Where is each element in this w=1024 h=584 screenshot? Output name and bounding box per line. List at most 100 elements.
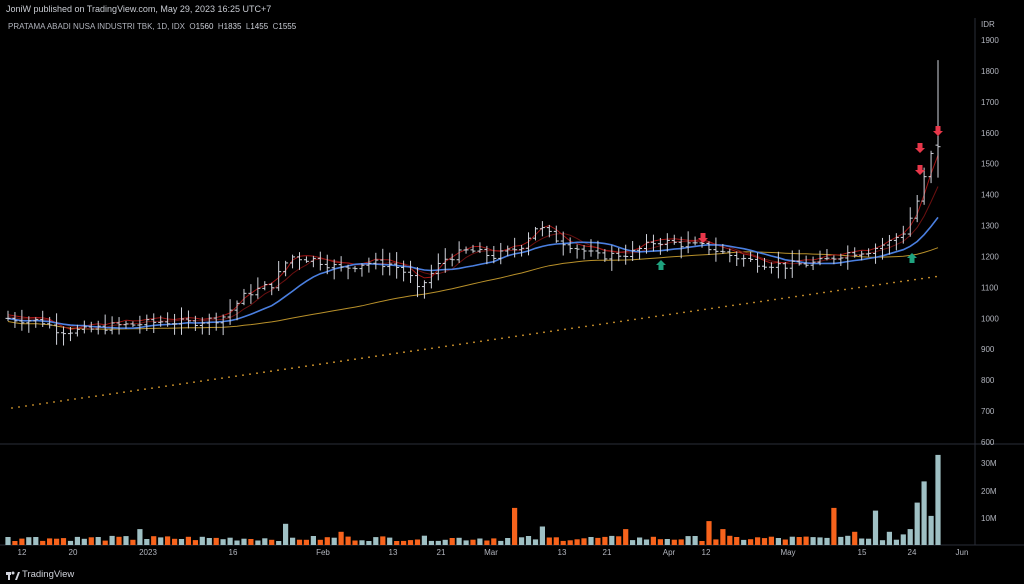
- trend-dot: [620, 320, 622, 323]
- price-tick-label: 1100: [981, 283, 999, 292]
- ohlc-bar: [741, 254, 747, 267]
- trend-dot: [291, 367, 293, 370]
- price-chart[interactable]: IDR 1900 1800 1700 1600 1500 1400 1300 1200 1100 1…: [0, 18, 1024, 566]
- trend-dot: [165, 385, 167, 387]
- volume-bar: [137, 529, 143, 545]
- ohlc-bar: [40, 310, 46, 328]
- volume-bar: [102, 540, 108, 545]
- trend-dot: [333, 361, 335, 364]
- ohlc-bar: [380, 248, 386, 276]
- ohlc-bar: [88, 321, 94, 333]
- trend-dot: [613, 321, 615, 324]
- price-tick-label: 1000: [981, 314, 999, 323]
- ohlc-bar: [26, 316, 32, 333]
- trendline-dots: [11, 275, 937, 409]
- volume-bar: [220, 539, 226, 545]
- trend-dot: [466, 342, 468, 345]
- volume-bar: [421, 535, 427, 545]
- time-axis[interactable]: 12 20 2023 16 Feb 13 21 Mar 13 21 Apr 12 May 15 24 Jun: [18, 548, 969, 557]
- ohlc-bar: [685, 231, 691, 254]
- volume-axis[interactable]: 30M 20M 10M: [981, 459, 997, 523]
- trend-dot: [137, 389, 139, 391]
- ohlc-bar: [338, 256, 344, 272]
- trend-dot: [697, 309, 699, 312]
- price-tick-label: 900: [981, 345, 995, 354]
- trend-dot: [914, 278, 916, 281]
- trend-dot: [424, 348, 426, 351]
- ma-blue-line: [7, 216, 939, 330]
- volume-bar: [199, 536, 205, 545]
- ohlc-bar: [671, 234, 677, 245]
- time-tick-label: Apr: [663, 548, 676, 557]
- time-tick-label: 13: [389, 548, 398, 557]
- trend-dot: [144, 388, 146, 390]
- trend-dot: [522, 334, 524, 337]
- volume-bar: [310, 536, 316, 545]
- trend-dot: [585, 325, 587, 328]
- ohlc-bar: [484, 245, 490, 265]
- volume-bar: [699, 541, 705, 545]
- volume-bar: [88, 537, 94, 545]
- trend-dot: [354, 358, 356, 361]
- trend-dot: [830, 290, 832, 293]
- ohlc-bar: [54, 313, 60, 345]
- trend-dot: [249, 373, 251, 375]
- price-tick-label: 700: [981, 407, 995, 416]
- trend-dot: [872, 284, 874, 287]
- volume-bar: [630, 540, 636, 545]
- volume-bar: [60, 538, 67, 545]
- ohlc-bar: [713, 237, 719, 262]
- ohlc-bar: [470, 244, 476, 253]
- ohlc-bar: [19, 309, 25, 331]
- ohlc-bar: [637, 245, 643, 260]
- symbol-legend[interactable]: PRATAMA ABADI NUSA INDUSTRI TBK, 1D, IDX…: [8, 22, 296, 31]
- trend-dot: [172, 384, 174, 386]
- symbol-name: PRATAMA ABADI NUSA INDUSTRI TBK, 1D, IDX: [8, 22, 185, 31]
- trend-dot: [669, 313, 671, 316]
- ohlc-bar: [845, 245, 851, 270]
- ohlc-bar: [755, 252, 761, 273]
- footer-brand[interactable]: TradingView: [22, 569, 75, 580]
- trend-dot: [109, 393, 111, 395]
- volume-bar: [387, 537, 393, 545]
- trend-dot: [18, 406, 20, 408]
- volume-bar: [40, 540, 46, 545]
- price-axis[interactable]: IDR 1900 1800 1700 1600 1500 1400 1300 1200 1100 1…: [981, 20, 999, 447]
- volume-bar: [449, 538, 455, 545]
- volume-bar: [852, 531, 858, 546]
- volume-bar: [463, 540, 469, 545]
- time-tick-label: 21: [603, 548, 612, 557]
- ohlc-bar: [616, 247, 622, 262]
- trend-dot: [39, 403, 41, 405]
- trend-dot: [655, 315, 657, 318]
- volume-bar: [394, 541, 400, 545]
- trend-dot: [564, 328, 566, 331]
- ohlc-bar: [782, 262, 788, 279]
- price-tick-label: 1200: [981, 252, 999, 261]
- volume-bar: [428, 540, 434, 545]
- ohlc-bar: [553, 225, 559, 243]
- ohlc-bar: [262, 281, 268, 291]
- volume-bar: [19, 538, 25, 545]
- ohlc-bar: [928, 150, 934, 184]
- volume-bar: [720, 529, 726, 545]
- trend-dot: [459, 343, 461, 346]
- trend-dot: [340, 360, 342, 363]
- trend-dot: [200, 380, 202, 382]
- trend-dot: [123, 391, 125, 393]
- volume-bar: [907, 529, 913, 545]
- volume-bar: [879, 540, 886, 545]
- trend-dot: [879, 283, 881, 286]
- chart-frame[interactable]: IDR 1900 1800 1700 1600 1500 1400 1300 1200 1100 1…: [0, 18, 1024, 566]
- ohlc-bar: [12, 312, 18, 328]
- trend-dot: [746, 302, 748, 305]
- ohlc-bar: [456, 241, 462, 263]
- volume-bar: [595, 537, 601, 545]
- trend-dot: [732, 304, 734, 307]
- ohlc-bar: [290, 254, 296, 269]
- ohlc-bar: [276, 260, 282, 291]
- trend-dot: [382, 354, 384, 357]
- trend-dot: [515, 335, 517, 338]
- ohlc-bar: [144, 314, 150, 331]
- tradingview-logo-icon[interactable]: [6, 570, 20, 580]
